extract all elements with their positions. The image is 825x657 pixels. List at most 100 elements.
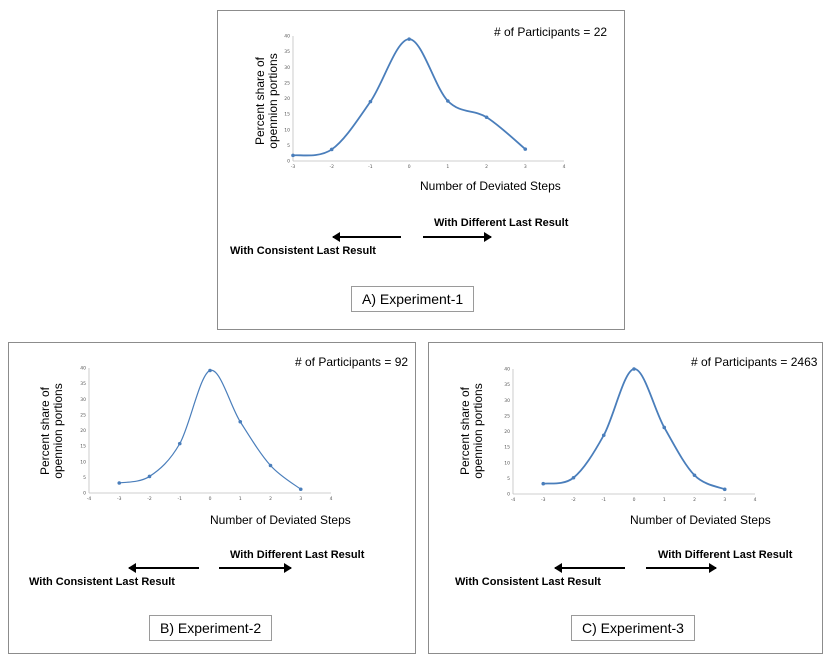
chart-experiment-1: 0 5 10 15 20 25 30 35 40 -3 -2 -1 0 1 2 3 4 [284, 34, 566, 171]
series-line [543, 368, 726, 491]
y-tick-label: 40 [284, 34, 290, 40]
y-tick-label: 25 [504, 413, 510, 419]
y-tick-label: 20 [80, 428, 86, 434]
x-tick-label: 1 [239, 496, 242, 502]
y-tick-label: 15 [80, 444, 86, 450]
y-axis-label-line-2: opennion portions [51, 383, 65, 479]
panel-experiment-2: 0 5 10 15 20 25 30 35 40 -4 -3 -2 -1 0 1 2 3 4 # of Parti… [8, 342, 416, 654]
chart-experiment-3: 0 5 10 15 20 25 30 35 40 -4 -3 -2 -1 0 1 2 3 4 [504, 367, 757, 504]
data-point [147, 474, 152, 479]
y-tick-label: 30 [504, 398, 510, 404]
x-tick-label: -3 [291, 164, 296, 170]
data-point [298, 487, 303, 492]
data-point [484, 115, 489, 120]
data-point [571, 475, 576, 480]
data-point [601, 433, 606, 438]
data-point [268, 463, 273, 468]
series-line [119, 369, 302, 490]
x-tick-label: 2 [693, 497, 696, 503]
y-tick-label: 35 [284, 49, 290, 55]
data-point [177, 441, 182, 446]
data-point [446, 99, 450, 103]
right-arrow [219, 563, 292, 573]
panel-experiment-3: 0 5 10 15 20 25 30 35 40 -4 -3 -2 -1 0 1 2 3 4 # of Parti… [428, 342, 823, 654]
x-tick-label: 2 [269, 496, 272, 502]
data-point [329, 147, 334, 152]
right-arrow [423, 232, 492, 242]
x-tick-label: -4 [87, 496, 92, 502]
caption: B) Experiment-2 [149, 615, 273, 641]
caption: C) Experiment-3 [571, 615, 695, 641]
y-axis-label: Percent share of opennion portions [253, 46, 280, 156]
y-tick-label: 0 [83, 491, 86, 497]
data-point [291, 153, 295, 158]
y-axis-label: Percent share of opennion portions [458, 376, 485, 486]
data-point [368, 99, 373, 104]
y-tick-label: 5 [507, 476, 510, 482]
x-tick-label: -3 [117, 496, 122, 502]
x-tick-label: -2 [147, 496, 152, 502]
x-tick-label: -4 [511, 497, 516, 503]
caption: A) Experiment-1 [351, 286, 475, 312]
x-tick-label: 1 [446, 164, 449, 170]
left-direction-label: With Consistent Last Result [455, 576, 601, 588]
right-direction-label: With Different Last Result [434, 217, 569, 229]
x-tick-label: -1 [178, 496, 183, 502]
x-tick-label: 0 [633, 497, 636, 503]
participants-count: # of Participants = 22 [494, 25, 608, 39]
x-axis-label: Number of Deviated Steps [420, 179, 561, 193]
left-arrow [128, 563, 199, 573]
right-direction-label: With Different Last Result [658, 549, 793, 561]
y-tick-label: 5 [287, 143, 290, 149]
y-tick-label: 10 [80, 459, 86, 465]
data-point [208, 368, 212, 373]
participants-count: # of Participants = 2463 [691, 355, 818, 369]
y-axis-label: Percent share of opennion portions [38, 376, 65, 486]
y-axis-label-line-2: opennion portions [471, 383, 485, 479]
chart-experiment-2: 0 5 10 15 20 25 30 35 40 -4 -3 -2 -1 0 1 2 3 4 [80, 366, 332, 503]
y-tick-label: 15 [284, 112, 290, 118]
y-tick-label: 25 [80, 412, 86, 418]
data-point [117, 481, 122, 485]
x-tick-label: 4 [563, 164, 566, 170]
y-tick-label: 20 [504, 429, 510, 435]
x-tick-label: 0 [408, 164, 411, 170]
x-tick-label: 4 [754, 497, 757, 503]
y-tick-label: 0 [507, 492, 510, 498]
x-tick-label: -2 [571, 497, 576, 503]
panel-experiment-1: 0 5 10 15 20 25 30 35 40 -3 -2 -1 0 1 2 3 4 # of Partici… [217, 10, 625, 330]
data-point [541, 481, 546, 486]
series-line [292, 38, 526, 157]
x-tick-label: -1 [368, 164, 373, 170]
y-tick-label: 10 [284, 127, 290, 133]
y-tick-label: 0 [287, 159, 290, 165]
x-tick-label: 3 [524, 164, 527, 170]
x-axis-label: Number of Deviated Steps [630, 513, 771, 527]
left-arrow [554, 563, 625, 573]
y-tick-label: 10 [504, 460, 510, 466]
x-tick-label: -1 [602, 497, 607, 503]
data-point [238, 419, 243, 424]
y-tick-label: 15 [504, 445, 510, 451]
left-direction-label: With Consistent Last Result [230, 245, 376, 257]
y-tick-label: 40 [504, 367, 510, 373]
right-arrow [646, 563, 717, 573]
y-tick-label: 30 [284, 65, 290, 71]
right-direction-label: With Different Last Result [230, 549, 365, 561]
left-arrow [332, 232, 401, 242]
y-tick-label: 20 [284, 96, 290, 102]
data-point [722, 487, 727, 492]
y-tick-label: 30 [80, 397, 86, 403]
data-point [662, 425, 667, 430]
data-point [632, 367, 636, 371]
data-point [523, 147, 528, 151]
x-tick-label: 3 [299, 496, 302, 502]
x-axis-label: Number of Deviated Steps [210, 513, 351, 527]
x-tick-label: -3 [541, 497, 546, 503]
x-tick-label: -2 [329, 164, 334, 170]
x-tick-label: 3 [723, 497, 726, 503]
y-tick-label: 40 [80, 366, 86, 372]
y-axis-label-line-2: opennion portions [266, 53, 280, 149]
left-direction-label: With Consistent Last Result [29, 576, 175, 588]
x-tick-label: 1 [663, 497, 666, 503]
